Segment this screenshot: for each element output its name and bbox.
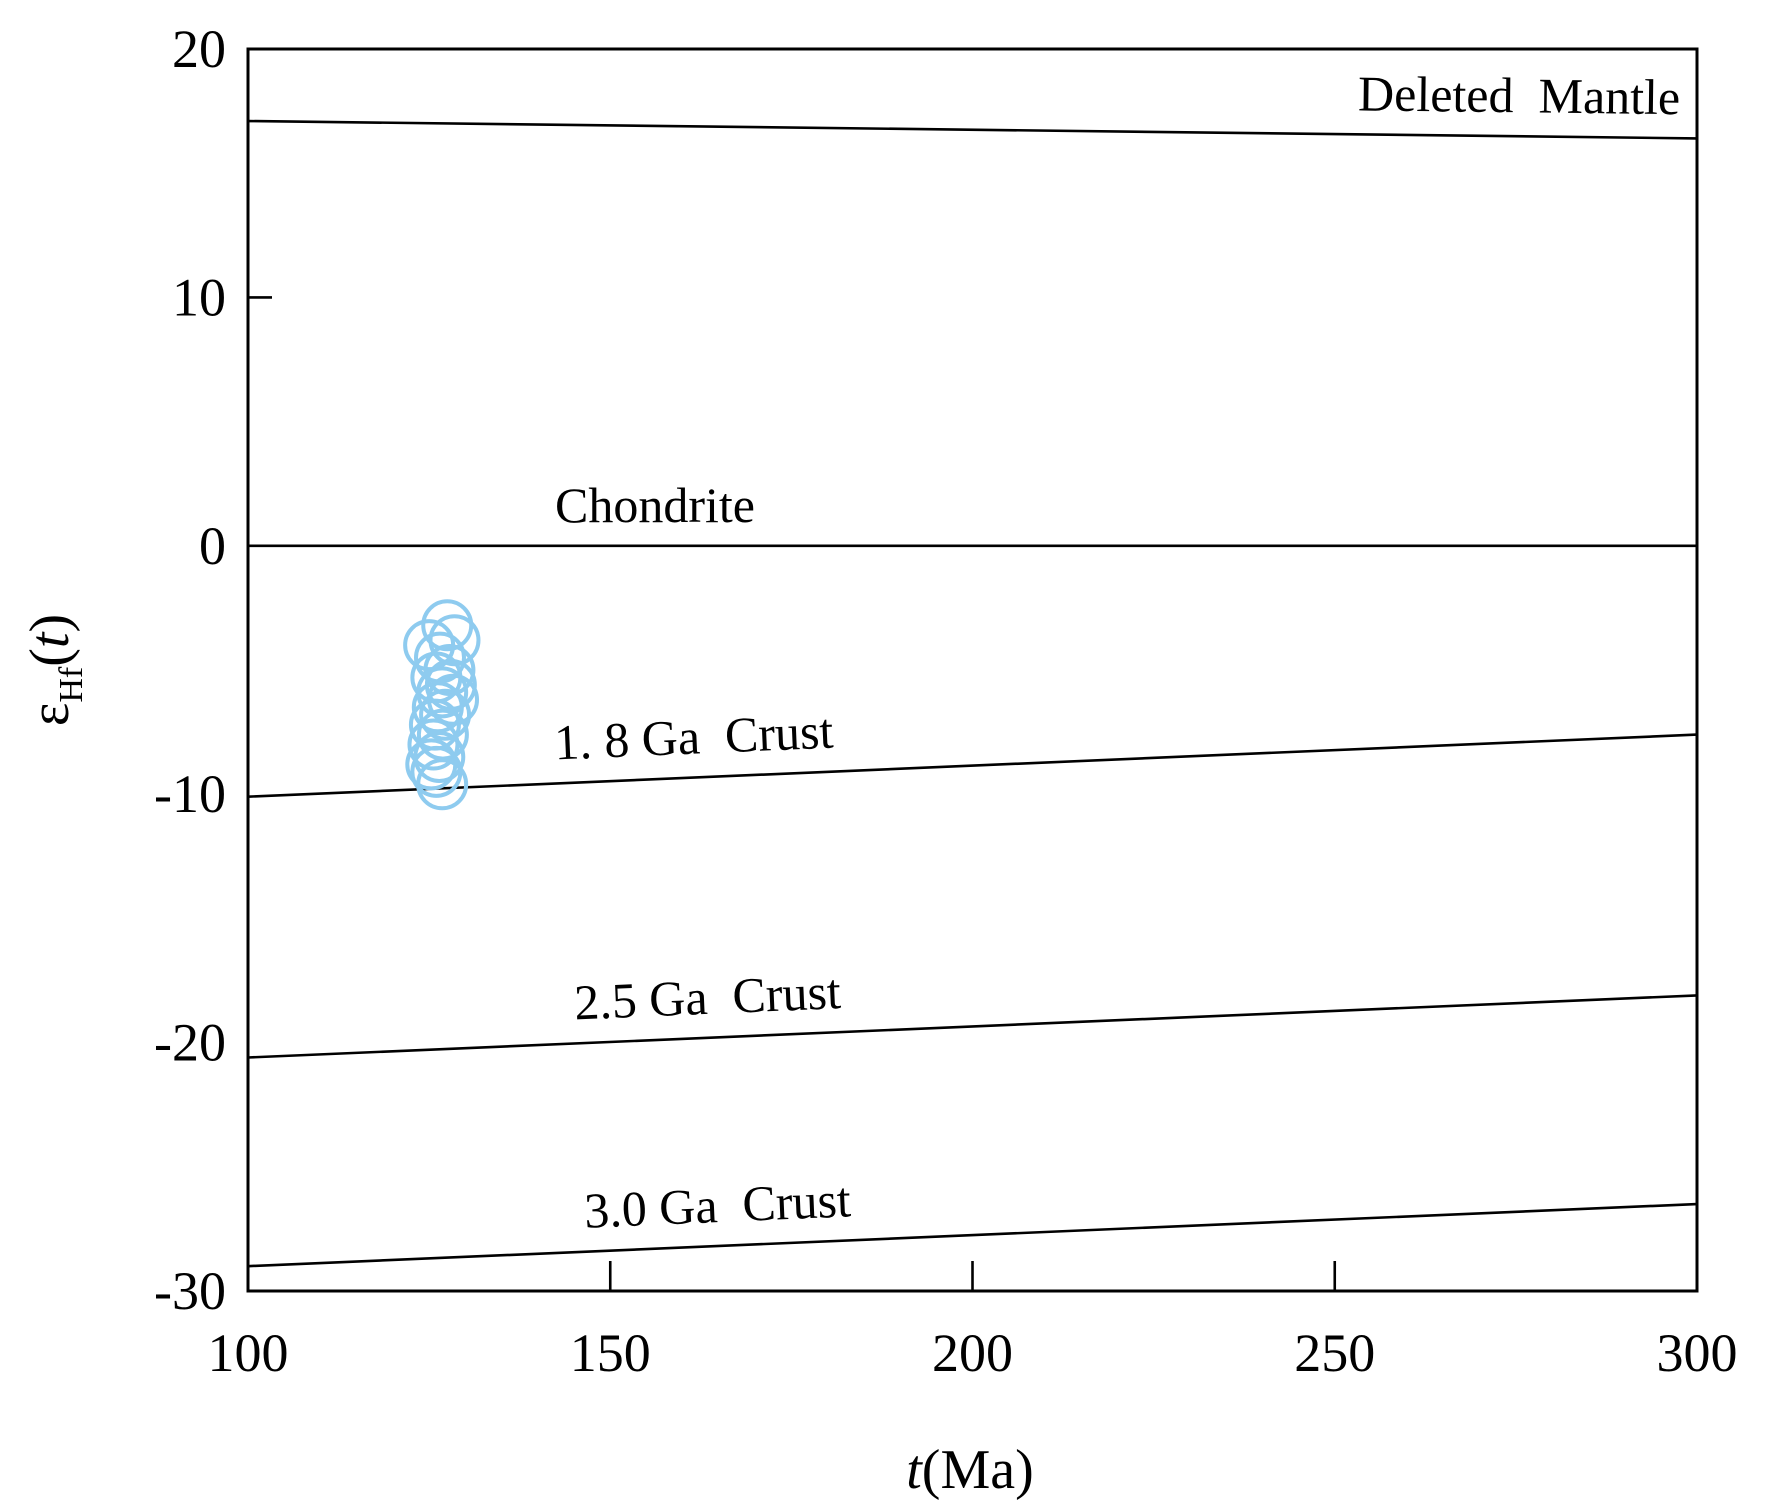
data-points [403, 599, 481, 811]
x-tick-label-100: 100 [208, 1323, 289, 1383]
x-tick-label-300: 300 [1657, 1323, 1738, 1383]
data-point-5 [423, 644, 476, 696]
reference-line-deleted-mantle [247, 119, 1698, 140]
x-tick-label-200: 200 [932, 1323, 1013, 1383]
data-point-18 [416, 758, 469, 811]
x-axis-title-unit: (Ma) [922, 1439, 1034, 1501]
reference-line-label-1-8-ga-crust: 1. 8 Ga Crust [553, 703, 834, 771]
y-axis-title-italic: t [19, 631, 81, 648]
x-axis-ticks: 100 150 200 250 300 [208, 1261, 1738, 1383]
x-tick-label-250: 250 [1294, 1323, 1375, 1383]
y-axis-title-subscript: Hf [53, 666, 90, 703]
reference-lines [247, 119, 1698, 1268]
reference-line-label-deleted-mantle: Deleted Mantle [1358, 65, 1681, 125]
y-tick-label-neg30: -30 [154, 1261, 226, 1321]
y-axis-title-symbol: ε [19, 703, 81, 727]
y-tick-label-0: 0 [199, 516, 226, 576]
reference-line-label-3-0-ga-crust: 3.0 Ga Crust [583, 1171, 852, 1238]
y-tick-label-neg10: -10 [154, 764, 226, 824]
y-tick-label-20: 20 [172, 19, 226, 79]
y-tick-label-neg20: -20 [154, 1013, 226, 1073]
reference-line-label-chondrite: Chondrite [555, 477, 755, 533]
y-axis-ticks: 20 10 0 -10 -20 -30 [154, 19, 272, 1321]
reference-line-2-5-ga-crust [247, 994, 1698, 1059]
y-tick-label-10: 10 [172, 267, 226, 327]
reference-line-labels: Deleted Mantle Chondrite 1. 8 Ga Crust 2.5 … [553, 65, 1680, 1238]
reference-line-label-2-5-ga-crust: 2.5 Ga Crust [573, 963, 842, 1030]
reference-line-1-8-ga-crust [247, 733, 1698, 798]
data-point-11 [419, 688, 472, 741]
x-axis-title: t(Ma) [906, 1439, 1034, 1501]
plot-frame [246, 47, 1699, 1293]
x-tick-label-150: 150 [570, 1323, 651, 1383]
x-axis-title-italic: t [906, 1439, 923, 1501]
y-axis-title: εHf(t) [19, 614, 90, 726]
reference-line-3-0-ga-crust [247, 1202, 1698, 1268]
